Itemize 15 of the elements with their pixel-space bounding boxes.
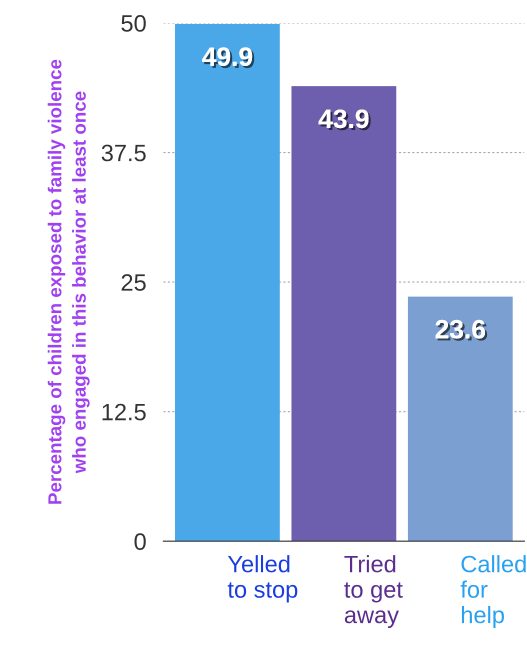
x-tick-label: Yelled to stop xyxy=(228,555,298,603)
bar xyxy=(175,24,280,542)
y-tick-label: 25 xyxy=(122,274,146,291)
data-label: 43.9 xyxy=(318,110,371,130)
bar xyxy=(291,86,396,542)
y-tick-label: 50 xyxy=(121,15,146,32)
y-tick-label: 12.5 xyxy=(102,404,146,420)
x-tick-label: Tried to get away xyxy=(344,555,403,628)
data-label: 49.9 xyxy=(202,47,254,68)
data-label: 23.6 xyxy=(436,320,488,341)
y-axis-title: Percentage of children exposed to family violence who engaged in this behavior at least once xyxy=(48,60,90,504)
bar xyxy=(408,296,513,542)
x-tick-label: Called for help xyxy=(460,555,526,628)
y-tick-label: 0 xyxy=(134,533,146,550)
y-tick-label: 37.5 xyxy=(102,144,146,162)
